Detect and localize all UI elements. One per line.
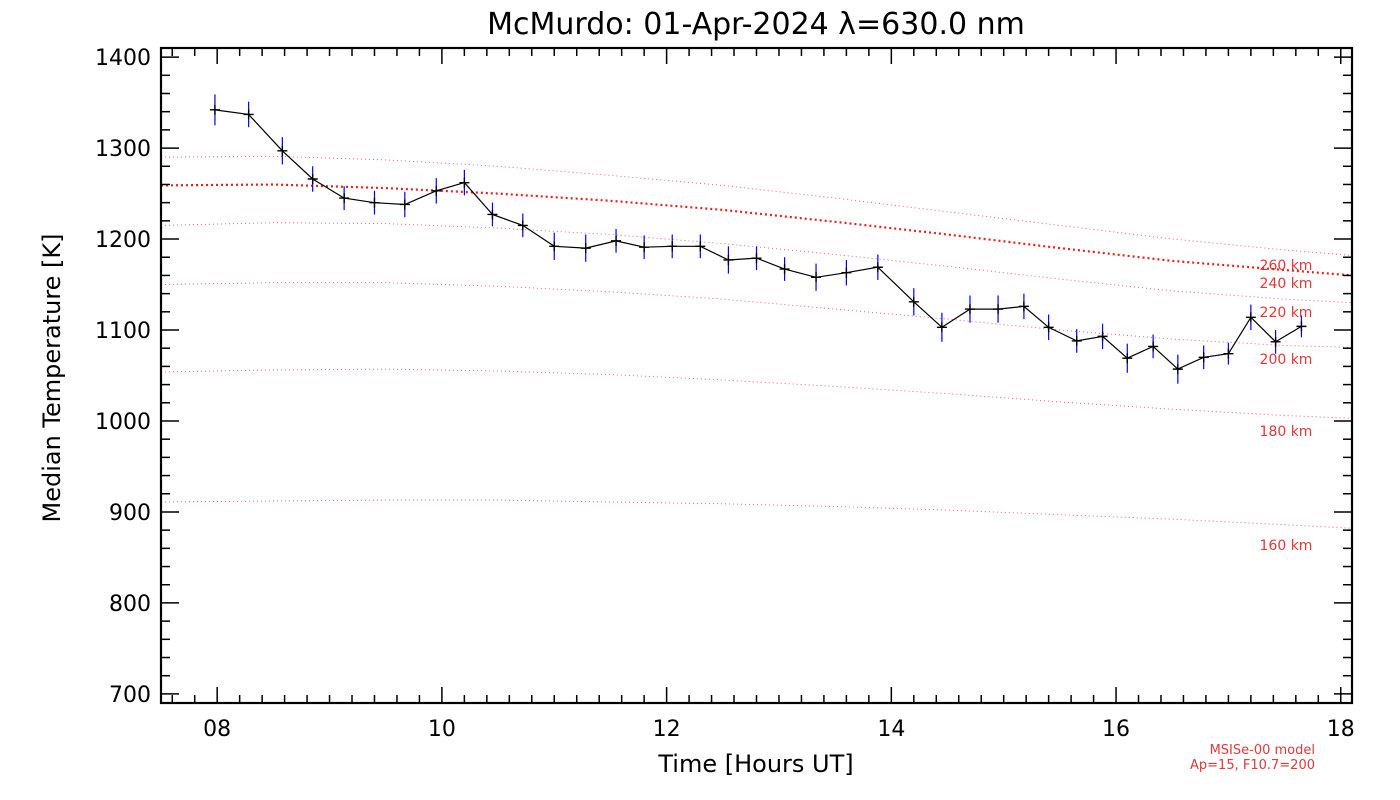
y-tick-label: 800 — [109, 592, 151, 617]
data-point-4 — [339, 193, 350, 204]
y-tick-label: 700 — [109, 683, 151, 708]
y-axis-label: Median Temperature [K] — [38, 233, 66, 522]
data-point-34 — [1198, 352, 1209, 363]
y-tick-label: 1100 — [95, 319, 151, 344]
model-params-note: Ap=15, F10.7=200 — [1190, 758, 1315, 773]
model-curves — [160, 155, 1353, 529]
data-point-6 — [399, 199, 410, 210]
data-point-28 — [1043, 322, 1054, 333]
model-curve-3 — [160, 282, 1353, 348]
data-point-35 — [1223, 348, 1234, 359]
data-point-14 — [639, 242, 650, 253]
x-tick-label: 16 — [1102, 717, 1130, 742]
axes: 08 10 12 14 16 18 700 800 900 1000 1100 1200 1300 140… — [95, 46, 1355, 742]
x-tick-label: 14 — [877, 717, 905, 742]
data-point-37 — [1270, 336, 1281, 347]
data-point-23 — [908, 296, 919, 307]
data-point-31 — [1122, 353, 1133, 364]
x-axis-label: Time [Hours UT] — [657, 750, 853, 778]
data-point-13 — [611, 235, 622, 246]
data-point-2 — [277, 145, 288, 156]
data-point-16 — [695, 241, 706, 252]
y-tick-label: 1400 — [95, 46, 151, 71]
y-tick-label: 1000 — [95, 410, 151, 435]
x-tick-label: 10 — [428, 717, 456, 742]
chart-title: McMurdo: 01-Apr-2024 λ=630.0 nm — [487, 7, 1025, 42]
x-tick-label: 12 — [653, 717, 681, 742]
data-point-8 — [459, 177, 470, 188]
model-note: MSISe-00 model — [1210, 743, 1315, 758]
data-point-18 — [751, 253, 762, 264]
data-point-30 — [1097, 331, 1108, 342]
model-label-3: 200 km — [1260, 352, 1313, 368]
model-label-5: 160 km — [1260, 538, 1313, 554]
data-point-25 — [964, 304, 975, 315]
data-point-10 — [517, 220, 528, 231]
model-label-2: 220 km — [1260, 305, 1313, 321]
model-curve-0 — [160, 183, 1353, 277]
x-tick-label: 18 — [1327, 717, 1355, 742]
data-point-12 — [580, 243, 591, 254]
data-point-7 — [431, 185, 442, 196]
y-tick-label: 900 — [109, 501, 151, 526]
data-point-19 — [779, 264, 790, 275]
data-point-21 — [841, 267, 852, 278]
series-line — [214, 109, 1302, 370]
model-labels: 260 km 240 km 220 km 200 km 180 km 160 km — [1260, 258, 1313, 554]
data-point-24 — [936, 322, 947, 333]
data-point-0 — [209, 104, 220, 115]
model-label-1: 240 km — [1260, 276, 1313, 292]
data-point-15 — [667, 241, 678, 252]
data-series — [209, 94, 1307, 384]
model-label-4: 180 km — [1260, 424, 1313, 440]
data-point-33 — [1172, 364, 1183, 375]
y-tick-label: 1200 — [95, 228, 151, 253]
model-curve-5 — [160, 499, 1353, 529]
model-curve-1 — [160, 155, 1353, 256]
data-point-1 — [243, 109, 254, 120]
data-point-5 — [369, 197, 380, 208]
data-point-27 — [1018, 301, 1029, 312]
y-tick-label: 1300 — [95, 137, 151, 162]
data-point-11 — [549, 241, 560, 252]
model-curve-4 — [160, 368, 1353, 419]
data-point-9 — [487, 209, 498, 220]
data-point-32 — [1148, 341, 1159, 352]
data-point-38 — [1296, 321, 1307, 332]
model-label-0: 260 km — [1260, 258, 1313, 274]
data-point-20 — [811, 272, 822, 283]
data-point-3 — [307, 174, 318, 184]
data-point-36 — [1245, 312, 1256, 323]
x-tick-label: 08 — [203, 717, 231, 742]
plot-frame — [159, 46, 1354, 705]
data-point-22 — [872, 262, 883, 273]
data-point-29 — [1071, 335, 1082, 346]
data-point-26 — [993, 304, 1004, 315]
data-point-17 — [723, 254, 734, 265]
